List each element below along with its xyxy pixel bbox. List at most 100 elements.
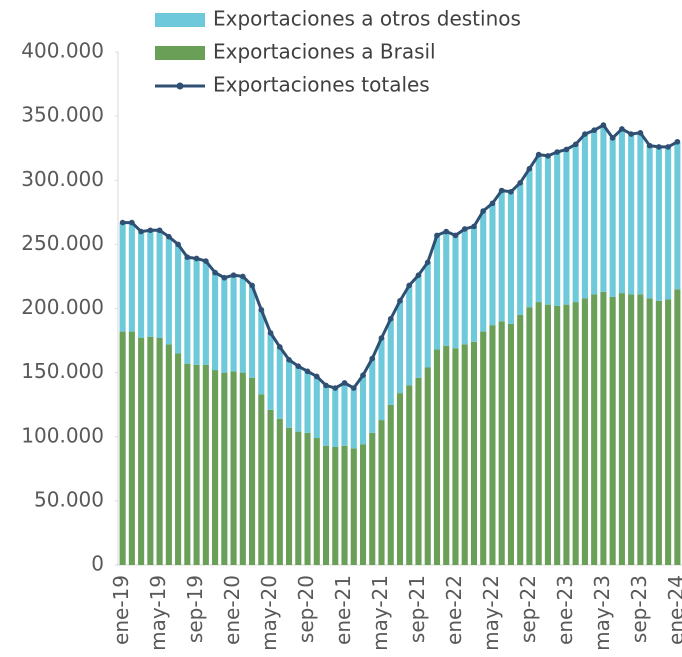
line-marker bbox=[138, 228, 144, 235]
bar bbox=[212, 370, 219, 565]
line-marker bbox=[313, 373, 320, 380]
y-tick-label: 350.000 bbox=[21, 103, 104, 127]
bar bbox=[258, 309, 265, 395]
bar bbox=[396, 393, 404, 565]
bar bbox=[304, 432, 311, 565]
line-marker bbox=[572, 141, 579, 148]
bar bbox=[267, 409, 274, 565]
x-tick-label: ene-19 bbox=[109, 575, 133, 645]
bar bbox=[609, 296, 616, 565]
line-marker bbox=[628, 131, 634, 137]
x-tick-label: may-22 bbox=[479, 575, 503, 651]
line-marker bbox=[535, 151, 542, 158]
line-marker bbox=[600, 122, 607, 128]
bar bbox=[535, 154, 542, 303]
bar bbox=[406, 285, 413, 386]
line-marker bbox=[434, 232, 440, 239]
bar bbox=[655, 146, 662, 301]
bar bbox=[359, 444, 367, 565]
bar bbox=[470, 341, 478, 565]
line-marker bbox=[156, 227, 163, 234]
legend-swatch bbox=[155, 13, 205, 27]
bar bbox=[221, 277, 228, 373]
line-marker bbox=[341, 380, 348, 386]
bar bbox=[202, 261, 209, 365]
line-marker bbox=[119, 219, 126, 226]
bar bbox=[193, 364, 200, 565]
y-tick-label: 250.000 bbox=[21, 231, 104, 255]
bar bbox=[138, 337, 145, 565]
bar bbox=[572, 144, 579, 303]
bar bbox=[526, 168, 533, 308]
bar bbox=[147, 336, 154, 565]
bar bbox=[600, 125, 607, 292]
line-marker bbox=[498, 187, 505, 194]
bar bbox=[646, 298, 653, 565]
line-marker bbox=[387, 315, 394, 322]
line-marker bbox=[230, 272, 237, 278]
bar bbox=[156, 230, 163, 338]
legend-swatch bbox=[176, 82, 184, 90]
line-marker bbox=[665, 144, 671, 150]
bar bbox=[304, 371, 311, 433]
bar bbox=[674, 289, 681, 565]
bar bbox=[507, 323, 515, 565]
bar bbox=[202, 364, 209, 565]
bar bbox=[387, 404, 394, 565]
bar bbox=[674, 141, 681, 290]
x-tick-label: ene-24 bbox=[664, 575, 682, 645]
line-marker bbox=[240, 273, 246, 280]
bar bbox=[128, 331, 135, 565]
bar bbox=[184, 363, 191, 565]
bar bbox=[517, 182, 524, 315]
bar bbox=[119, 222, 126, 332]
bar bbox=[184, 257, 191, 364]
bar bbox=[369, 358, 376, 433]
bar bbox=[239, 276, 246, 373]
x-tick-label: may-21 bbox=[368, 575, 392, 651]
bar bbox=[285, 359, 293, 428]
line-marker bbox=[203, 258, 209, 264]
line-marker bbox=[397, 298, 403, 304]
line-marker bbox=[323, 382, 329, 389]
line-marker bbox=[619, 126, 625, 132]
line-marker bbox=[350, 385, 357, 391]
bar bbox=[322, 445, 330, 565]
bar bbox=[424, 262, 431, 368]
bar bbox=[572, 302, 579, 565]
bar bbox=[554, 305, 561, 565]
line-marker bbox=[563, 146, 570, 153]
bar bbox=[230, 275, 237, 372]
line-marker bbox=[591, 127, 597, 134]
bar bbox=[433, 235, 441, 350]
bar bbox=[498, 190, 505, 322]
line-marker bbox=[129, 219, 135, 226]
bar bbox=[443, 231, 450, 346]
bar bbox=[341, 445, 348, 565]
bar bbox=[637, 294, 644, 565]
line-marker bbox=[609, 135, 616, 141]
line-marker bbox=[221, 274, 228, 281]
bar bbox=[332, 447, 339, 565]
bar bbox=[415, 275, 422, 378]
bar bbox=[175, 353, 182, 565]
bar bbox=[480, 211, 487, 332]
line-marker bbox=[295, 363, 302, 370]
bar bbox=[581, 134, 588, 299]
line-marker bbox=[637, 129, 644, 136]
line-marker bbox=[471, 223, 477, 230]
x-tick-label: ene-22 bbox=[442, 575, 466, 645]
bar bbox=[581, 298, 588, 565]
line-marker bbox=[415, 272, 422, 278]
line-marker bbox=[489, 200, 496, 207]
line-marker bbox=[332, 385, 339, 391]
bar bbox=[359, 375, 367, 445]
bar bbox=[230, 371, 237, 565]
bar bbox=[628, 134, 635, 295]
y-tick-label: 150.000 bbox=[21, 359, 104, 383]
bar bbox=[618, 128, 625, 294]
bar bbox=[276, 346, 283, 419]
x-tick-label: sep-23 bbox=[627, 575, 651, 643]
bar bbox=[415, 377, 422, 565]
